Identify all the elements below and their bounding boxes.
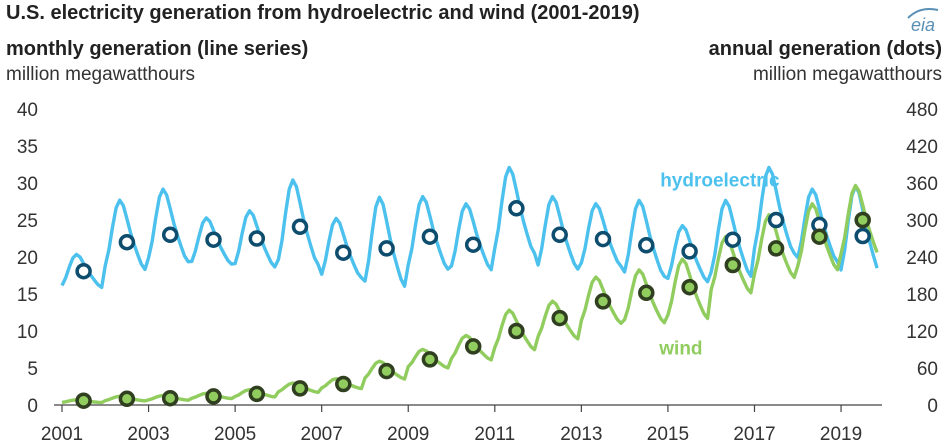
- hydro-annual-dot: [508, 200, 525, 217]
- hydro-annual-dot: [335, 244, 352, 261]
- hydro-annual-dot: [767, 211, 785, 229]
- hydro-annual-dot: [248, 230, 266, 247]
- y-axis-left-ticks: 0 5 10 15 20 25 30 35 40: [17, 100, 38, 417]
- wind-annual-dot: [248, 385, 266, 403]
- y-right-tick-label: 480: [906, 100, 938, 121]
- y-left-tick-label: 0: [27, 396, 38, 417]
- x-tick-label: 2015: [647, 424, 689, 445]
- wind-annual-dot: [118, 390, 136, 408]
- right-axis-title: annual generation (dots): [708, 38, 942, 60]
- eia-logo: eia: [907, 8, 939, 34]
- y-left-tick-label: 40: [17, 100, 38, 121]
- wind-annual-dot: [767, 240, 785, 257]
- x-tick-label: 2007: [301, 424, 343, 445]
- wind-annual-dot: [681, 278, 698, 296]
- wind-annual-dot: [335, 375, 352, 393]
- y-left-tick-label: 30: [17, 174, 38, 195]
- wind-annual-dot: [161, 389, 179, 407]
- y-right-tick-label: 420: [906, 137, 938, 158]
- hydroelectric-label: hydroelectric: [660, 171, 780, 192]
- wind-annual-dot: [508, 322, 525, 340]
- y-right-tick-label: 360: [906, 174, 938, 195]
- y-right-tick-label: 120: [906, 322, 938, 343]
- eia-logo-text: eia: [911, 15, 935, 34]
- y-right-tick-label: 300: [906, 211, 938, 232]
- hydro-annual-dot: [854, 227, 871, 245]
- y-left-tick-label: 20: [17, 248, 38, 269]
- hydro-annual-dot: [724, 231, 742, 248]
- y-axis-right-ticks: 0 60 120 180 240 300 360 420 480: [906, 100, 938, 417]
- y-left-tick-label: 5: [27, 359, 38, 380]
- wind-annual-dot: [421, 351, 439, 368]
- hydro-annual-dot: [378, 240, 395, 257]
- wind-annual-dot: [638, 284, 655, 302]
- y-left-tick-label: 25: [17, 211, 38, 232]
- hydro-annual-dot: [464, 236, 482, 253]
- line-series-wind: [61, 183, 879, 405]
- wind-annual-dot: [464, 338, 482, 355]
- x-tick-label: 2011: [474, 424, 515, 445]
- x-tick-label: 2005: [214, 424, 256, 445]
- wind-annual-dot: [291, 380, 309, 397]
- y-left-tick-label: 15: [17, 285, 38, 306]
- annual-dots: [75, 200, 871, 409]
- x-tick-label: 2003: [127, 424, 169, 445]
- wind-annual-dot: [378, 362, 395, 380]
- wind-annual-dot: [594, 293, 612, 310]
- hydro-annual-dot: [161, 226, 179, 244]
- wind-annual-dot: [551, 309, 568, 327]
- hydro-annual-dot: [118, 233, 136, 251]
- y-left-tick-label: 10: [17, 322, 38, 343]
- x-axis-ticks: 2001 2003 2005 2007 2009 2011 2013 2015 2017 2019: [41, 404, 882, 445]
- y-right-tick-label: 240: [906, 248, 938, 269]
- monthly-lines: [60, 165, 879, 405]
- hydro-annual-dot: [291, 218, 309, 236]
- x-tick-label: 2017: [733, 424, 775, 445]
- left-axis-title: monthly generation (line series): [6, 38, 309, 60]
- chart-title: U.S. electricity generation from hydroel…: [6, 2, 640, 24]
- y-left-tick-label: 35: [17, 137, 38, 158]
- eia-logo-swoosh: [907, 8, 939, 19]
- wind-label: wind: [658, 339, 702, 360]
- line-series-hydroelectric: [60, 165, 879, 290]
- hydro-annual-dot: [681, 243, 698, 260]
- x-tick-label: 2009: [387, 424, 429, 445]
- y-right-tick-label: 180: [906, 285, 938, 306]
- wind-annual-dot: [811, 228, 828, 245]
- y-right-tick-label: 60: [917, 359, 938, 380]
- hydro-annual-dot: [421, 228, 439, 245]
- right-axis-units: million megawatthours: [752, 64, 942, 85]
- wind-annual-dot: [724, 256, 742, 274]
- hydro-annual-dot: [551, 226, 568, 244]
- hydro-annual-dot: [75, 262, 92, 280]
- y-right-tick-label: 0: [927, 396, 938, 417]
- series-labels: hydroelectric wind: [658, 171, 780, 360]
- hydro-annual-dot: [638, 237, 655, 254]
- left-axis-units: million megawatthours: [6, 64, 196, 85]
- wind-annual-dot: [75, 392, 92, 409]
- x-tick-label: 2001: [41, 424, 83, 445]
- hydro-annual-dot: [594, 230, 612, 248]
- x-tick-label: 2019: [820, 424, 862, 445]
- wind-annual-dot: [205, 388, 222, 405]
- wind-annual-dot: [854, 211, 871, 229]
- x-tick-label: 2013: [560, 424, 602, 445]
- hydro-annual-dot: [205, 231, 222, 248]
